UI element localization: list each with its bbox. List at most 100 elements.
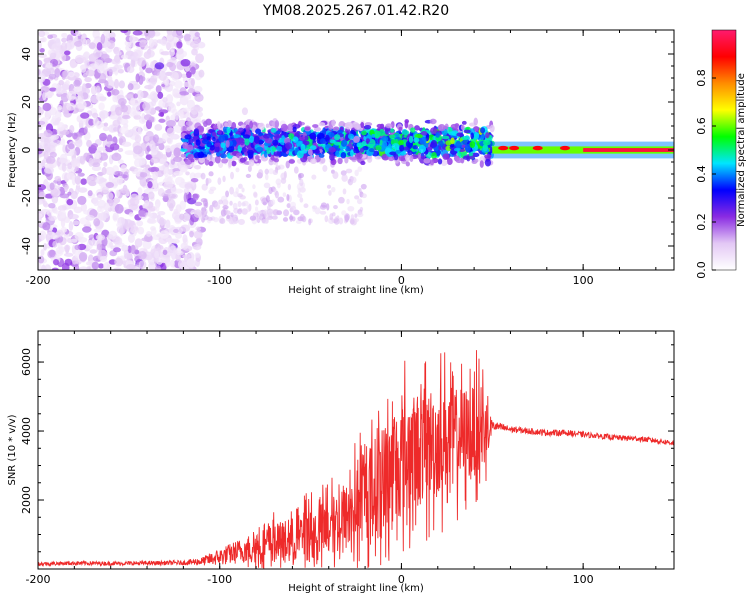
spectrogram-cell bbox=[102, 126, 110, 132]
spectrogram-cell bbox=[350, 176, 357, 184]
spectrogram-cell bbox=[111, 110, 117, 116]
spectrogram-cell bbox=[376, 123, 383, 129]
spectrogram-cell bbox=[221, 158, 229, 164]
spectrogram-cell bbox=[66, 102, 76, 111]
spectrogram-cell bbox=[85, 214, 95, 221]
spectrogram-cell bbox=[201, 139, 210, 145]
spectrogram-cell bbox=[361, 193, 367, 199]
spectrogram-cell bbox=[220, 209, 227, 217]
spectrogram-cell bbox=[442, 153, 450, 160]
spectrogram-cell bbox=[186, 126, 192, 132]
spectrogram-cell bbox=[329, 153, 335, 161]
spectrogram-cell bbox=[142, 102, 151, 111]
spectrogram-cell bbox=[117, 68, 124, 74]
spectrogram-cell bbox=[405, 161, 410, 167]
spectrogram-cell bbox=[288, 159, 296, 164]
spectrogram-cell bbox=[350, 214, 355, 221]
colorbar: 0.0 0.2 0.4 0.6 0.8 Normalized spectral ampl… bbox=[695, 29, 747, 279]
spectrogram-cell bbox=[164, 145, 172, 153]
spectrogram-cell bbox=[95, 234, 106, 241]
spectrogram-cell bbox=[241, 208, 248, 215]
spectrogram-cell bbox=[214, 142, 220, 147]
spectrogram-cell bbox=[399, 144, 405, 152]
y-tick-label: 2000 bbox=[20, 486, 33, 514]
spectrogram-cell bbox=[61, 262, 70, 270]
y-tick-label: -20 bbox=[20, 189, 33, 207]
spectrogram-cell bbox=[78, 90, 84, 96]
spectrogram-cell bbox=[165, 93, 174, 104]
spectrogram-cell bbox=[241, 146, 247, 153]
spectrogram-cell bbox=[101, 186, 109, 194]
spectrogram-cell bbox=[168, 193, 178, 200]
spectrogram-cell bbox=[131, 125, 142, 136]
spectrogram-cell bbox=[470, 132, 475, 140]
spectrogram-cell bbox=[103, 122, 109, 127]
spectrogram-cell bbox=[289, 214, 293, 222]
spectrogram-cell bbox=[272, 139, 279, 146]
spectrogram-cell bbox=[112, 119, 121, 127]
spectrogram-cell bbox=[155, 85, 162, 94]
spectrogram-cell bbox=[374, 155, 382, 160]
spectrogram-cell bbox=[108, 230, 118, 240]
x-tick-label: -100 bbox=[207, 274, 232, 287]
spectrogram-cell bbox=[340, 151, 347, 159]
spectrogram-cell bbox=[356, 142, 361, 148]
spectrogram-cell bbox=[149, 77, 156, 87]
spectrogram-cell bbox=[224, 122, 229, 127]
spectrogram-cell bbox=[160, 37, 168, 46]
spectrogram-cell bbox=[80, 203, 88, 212]
spectrogram-cell bbox=[479, 160, 484, 168]
x-tick-label: 100 bbox=[573, 573, 594, 586]
spectrogram-cell bbox=[94, 175, 105, 185]
spectrogram-cell bbox=[264, 173, 269, 181]
spectrogram-cell bbox=[105, 181, 114, 189]
spectrogram-cell bbox=[44, 109, 52, 119]
spectrogram-cell bbox=[222, 205, 229, 210]
spectrogram-cell bbox=[480, 134, 485, 140]
spectrogram-cell bbox=[245, 173, 252, 178]
spectrogram-cell bbox=[237, 208, 243, 215]
spectrogram-cell bbox=[169, 62, 177, 72]
spectrogram-cell bbox=[333, 126, 340, 131]
spectrogram-cell bbox=[180, 73, 187, 79]
spectrogram-cell bbox=[326, 203, 330, 211]
spectrogram-cell bbox=[133, 145, 143, 155]
spectrogram-cell bbox=[255, 155, 260, 160]
spectrogram-cell bbox=[129, 34, 136, 44]
spectrogram-cell bbox=[187, 88, 196, 94]
spectrogram-cell bbox=[54, 67, 61, 78]
spectrogram-cell bbox=[312, 124, 319, 128]
spectrogram-cell bbox=[86, 175, 96, 185]
spectrogram-cell bbox=[208, 189, 215, 195]
spectrogram-cell bbox=[38, 213, 43, 218]
spectrogram-cell bbox=[192, 135, 199, 140]
spectrogram-cell bbox=[73, 86, 82, 93]
spectrogram-cell bbox=[450, 123, 459, 129]
spectrogram-cell bbox=[270, 199, 276, 206]
spectrogram-cell bbox=[298, 172, 305, 179]
spectrogram-cell bbox=[484, 158, 492, 167]
spectrogram-cell bbox=[114, 257, 123, 267]
spectrogram-cell bbox=[91, 112, 99, 119]
spectrogram-cell bbox=[51, 267, 59, 270]
spectrogram-cell bbox=[111, 89, 120, 96]
spectrogram-cell bbox=[313, 149, 321, 154]
spectrogram-cell bbox=[262, 201, 267, 206]
spectrogram-cell bbox=[273, 151, 281, 157]
spectrogram-cell bbox=[344, 121, 353, 130]
colorbar-tick-label: 0.2 bbox=[695, 213, 708, 231]
spectrogram-cell bbox=[132, 110, 142, 116]
spectrogram-cell bbox=[204, 148, 210, 153]
spectrogram-cell bbox=[53, 258, 60, 266]
spectrogram-cell bbox=[125, 223, 134, 232]
spectrogram-cell bbox=[38, 59, 43, 67]
spectrogram-cell bbox=[166, 119, 176, 128]
spectrogram-cell bbox=[313, 127, 322, 132]
spectrogram-cell bbox=[43, 151, 49, 160]
spectrogram-cell bbox=[45, 62, 53, 69]
spectrogram-cell bbox=[133, 114, 142, 120]
spectrogram-cell bbox=[241, 187, 245, 193]
spectrogram-cell bbox=[402, 130, 410, 136]
